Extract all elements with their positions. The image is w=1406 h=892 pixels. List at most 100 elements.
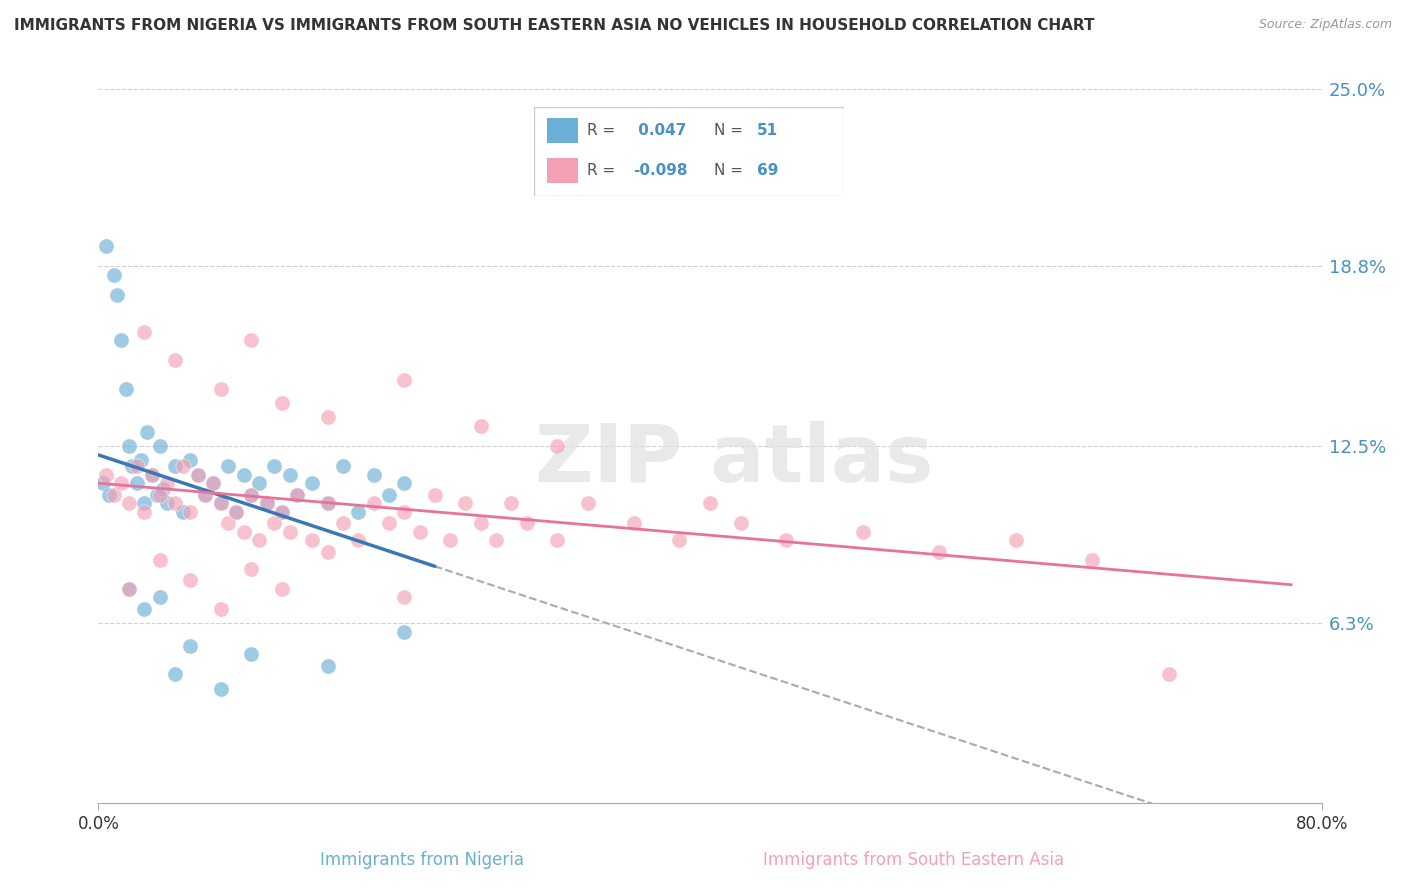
Point <box>134 601 156 615</box>
Text: IMMIGRANTS FROM NIGERIA VS IMMIGRANTS FROM SOUTH EASTERN ASIA NO VEHICLES IN HOU: IMMIGRANTS FROM NIGERIA VS IMMIGRANTS FR… <box>14 18 1094 33</box>
Point <box>110 476 132 491</box>
Point <box>301 476 323 491</box>
Point <box>103 268 125 282</box>
Point <box>232 467 254 482</box>
Text: Source: ZipAtlas.com: Source: ZipAtlas.com <box>1258 18 1392 31</box>
Point <box>134 505 156 519</box>
Point <box>240 487 263 501</box>
Point <box>118 439 141 453</box>
Point <box>378 516 401 530</box>
Point <box>576 496 599 510</box>
Point <box>225 505 247 519</box>
Point <box>347 533 370 548</box>
Text: Immigrants from South Eastern Asia: Immigrants from South Eastern Asia <box>763 851 1064 869</box>
Point <box>316 410 339 425</box>
Point <box>623 516 645 530</box>
Text: R =: R = <box>586 123 620 137</box>
Point <box>172 505 194 519</box>
Text: 51: 51 <box>756 123 778 137</box>
Point <box>485 533 508 548</box>
Point <box>240 648 263 662</box>
Point <box>240 562 263 576</box>
Point <box>94 239 117 253</box>
Point <box>105 287 128 301</box>
Point <box>149 487 172 501</box>
Point <box>363 467 385 482</box>
Point <box>730 516 752 530</box>
Text: Immigrants from Nigeria: Immigrants from Nigeria <box>319 851 524 869</box>
Point <box>141 467 163 482</box>
Point <box>129 453 152 467</box>
Point <box>209 496 232 510</box>
Point <box>209 496 232 510</box>
Point <box>470 516 492 530</box>
Point <box>1157 667 1180 681</box>
Point <box>363 496 385 510</box>
Point <box>699 496 721 510</box>
Text: 69: 69 <box>756 163 779 178</box>
Point <box>316 658 339 673</box>
Point <box>134 325 156 339</box>
Point <box>285 487 308 501</box>
Bar <box>547 158 578 183</box>
Point <box>501 496 523 510</box>
Point <box>270 505 294 519</box>
Point <box>187 467 209 482</box>
Point <box>179 639 201 653</box>
Point <box>285 487 308 501</box>
Point <box>202 476 225 491</box>
Point <box>316 496 339 510</box>
Text: N =: N = <box>714 163 748 178</box>
Point <box>668 533 690 548</box>
Point <box>392 591 416 605</box>
Point <box>103 487 125 501</box>
Point <box>1081 553 1104 567</box>
Point <box>392 505 416 519</box>
Point <box>232 524 254 539</box>
Point <box>454 496 477 510</box>
Point <box>125 458 148 473</box>
Point <box>194 487 217 501</box>
Point <box>439 533 461 548</box>
Point <box>256 496 278 510</box>
Point <box>149 591 172 605</box>
Point <box>332 516 354 530</box>
Text: R =: R = <box>586 163 620 178</box>
Point <box>247 533 270 548</box>
Point <box>163 496 186 510</box>
Point <box>270 505 294 519</box>
Point <box>546 439 568 453</box>
Point <box>347 505 370 519</box>
Point <box>546 533 568 548</box>
Point <box>278 524 301 539</box>
Text: -0.098: -0.098 <box>633 163 688 178</box>
Point <box>145 487 167 501</box>
Point <box>209 382 232 396</box>
Point <box>301 533 323 548</box>
Point <box>172 458 194 473</box>
Point <box>163 458 186 473</box>
Point <box>141 467 163 482</box>
Point <box>316 496 339 510</box>
Point <box>225 505 247 519</box>
Point <box>1004 533 1026 548</box>
Point <box>187 467 209 482</box>
Point <box>179 573 201 587</box>
Text: N =: N = <box>714 123 748 137</box>
FancyBboxPatch shape <box>534 107 844 196</box>
Point <box>98 487 121 501</box>
Point <box>156 496 179 510</box>
Point <box>118 582 141 596</box>
Point <box>392 476 416 491</box>
Point <box>209 601 232 615</box>
Point <box>115 382 138 396</box>
Point <box>121 458 143 473</box>
Point <box>118 582 141 596</box>
Point <box>270 396 294 410</box>
Point <box>278 467 301 482</box>
Point <box>378 487 401 501</box>
Point <box>775 533 797 548</box>
Point <box>316 544 339 558</box>
Point <box>149 439 172 453</box>
Point <box>163 667 186 681</box>
